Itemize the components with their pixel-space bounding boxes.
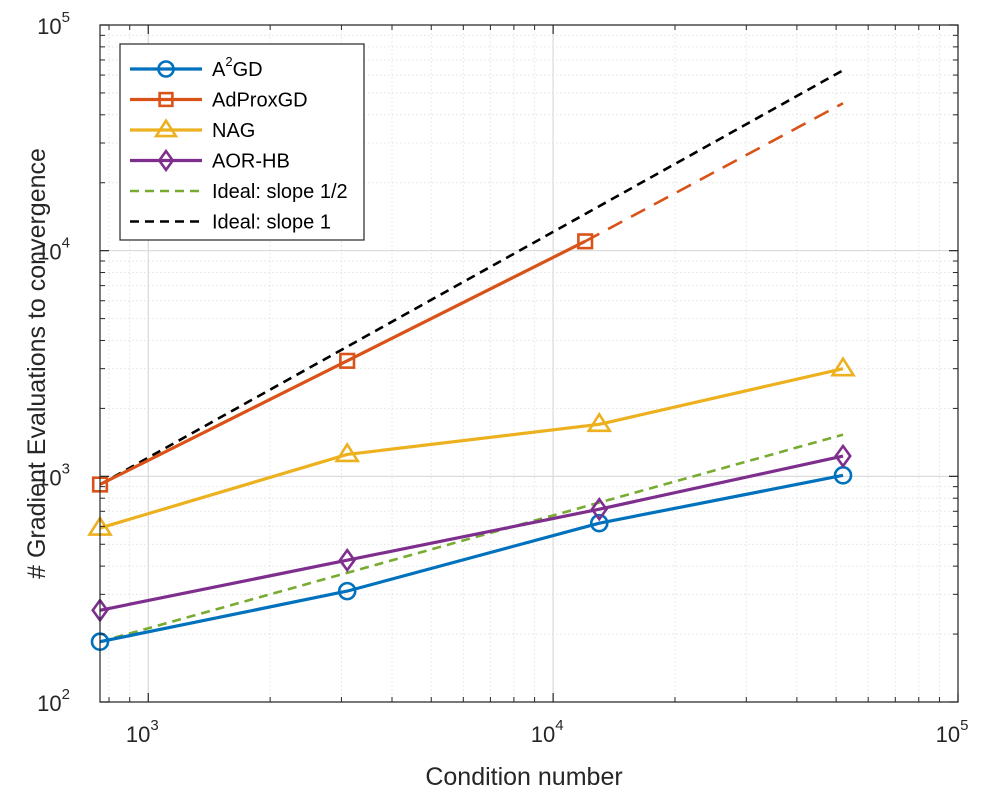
legend-marker: [157, 148, 175, 173]
data-point: [586, 411, 613, 433]
data-point: [339, 352, 356, 369]
series-ideal-slope-1: [99, 69, 844, 486]
series-ideal-slope-1-2: [99, 433, 844, 643]
legend: A2GD AdProxGD NAG AOR-HB Ideal: slope 1/2 Ide…: [119, 43, 365, 241]
x-axis-label: Condition number: [425, 763, 622, 791]
legend-marker: [158, 91, 174, 108]
legend-label: Ideal: slope 1/2: [212, 181, 348, 203]
x-tick-label: 105: [936, 717, 969, 747]
data-point: [589, 513, 609, 533]
legend-label: NAG: [212, 120, 255, 142]
data-point: [577, 233, 594, 250]
legend-entry: AdProxGD: [130, 90, 308, 112]
legend-box: [119, 43, 365, 241]
legend-label: A2GD: [212, 54, 263, 81]
legend-entry: A2GD: [130, 54, 263, 81]
series-line: [99, 433, 844, 643]
legend-marker: [157, 60, 175, 78]
data-point: [590, 496, 609, 522]
y-tick-label: 105: [37, 9, 70, 39]
series-line: [99, 367, 844, 530]
x-tick-label: 104: [531, 717, 564, 747]
series-nag: [87, 356, 856, 536]
legend-label: Ideal: slope 1: [212, 212, 331, 234]
y-tick-label: 104: [37, 235, 70, 265]
legend-entry: NAG: [130, 118, 255, 142]
legend-entry: AOR-HB: [130, 148, 290, 173]
x-tick-label: 103: [126, 717, 159, 747]
legend-marker: [153, 118, 179, 138]
legend-entry: Ideal: slope 1/2: [130, 181, 348, 203]
data-point: [334, 442, 361, 463]
series-line: [584, 102, 844, 243]
series-layer: [87, 69, 856, 652]
legend-entry: Ideal: slope 1: [130, 212, 331, 234]
data-point: [338, 547, 356, 573]
y-axis-label: # Gradient Evaluations to convergence: [23, 148, 51, 579]
series-a2gd: [90, 466, 853, 652]
data-point: [337, 581, 357, 601]
series-line: [99, 69, 844, 486]
data-point: [830, 356, 856, 377]
y-tick-label: 102: [37, 686, 70, 716]
series-line: [99, 454, 844, 612]
y-tick-label: 103: [37, 460, 70, 490]
series-adproxgd-extrapolation: [584, 102, 844, 243]
ticks: 103 104 105 102 103 104 105: [37, 9, 968, 747]
legend-label: AOR-HB: [212, 151, 290, 173]
series-line: [99, 239, 586, 486]
data-point: [834, 443, 852, 469]
plot-frame: [99, 24, 959, 703]
legend-label: AdProxGD: [212, 90, 308, 112]
series-line: [99, 473, 844, 644]
